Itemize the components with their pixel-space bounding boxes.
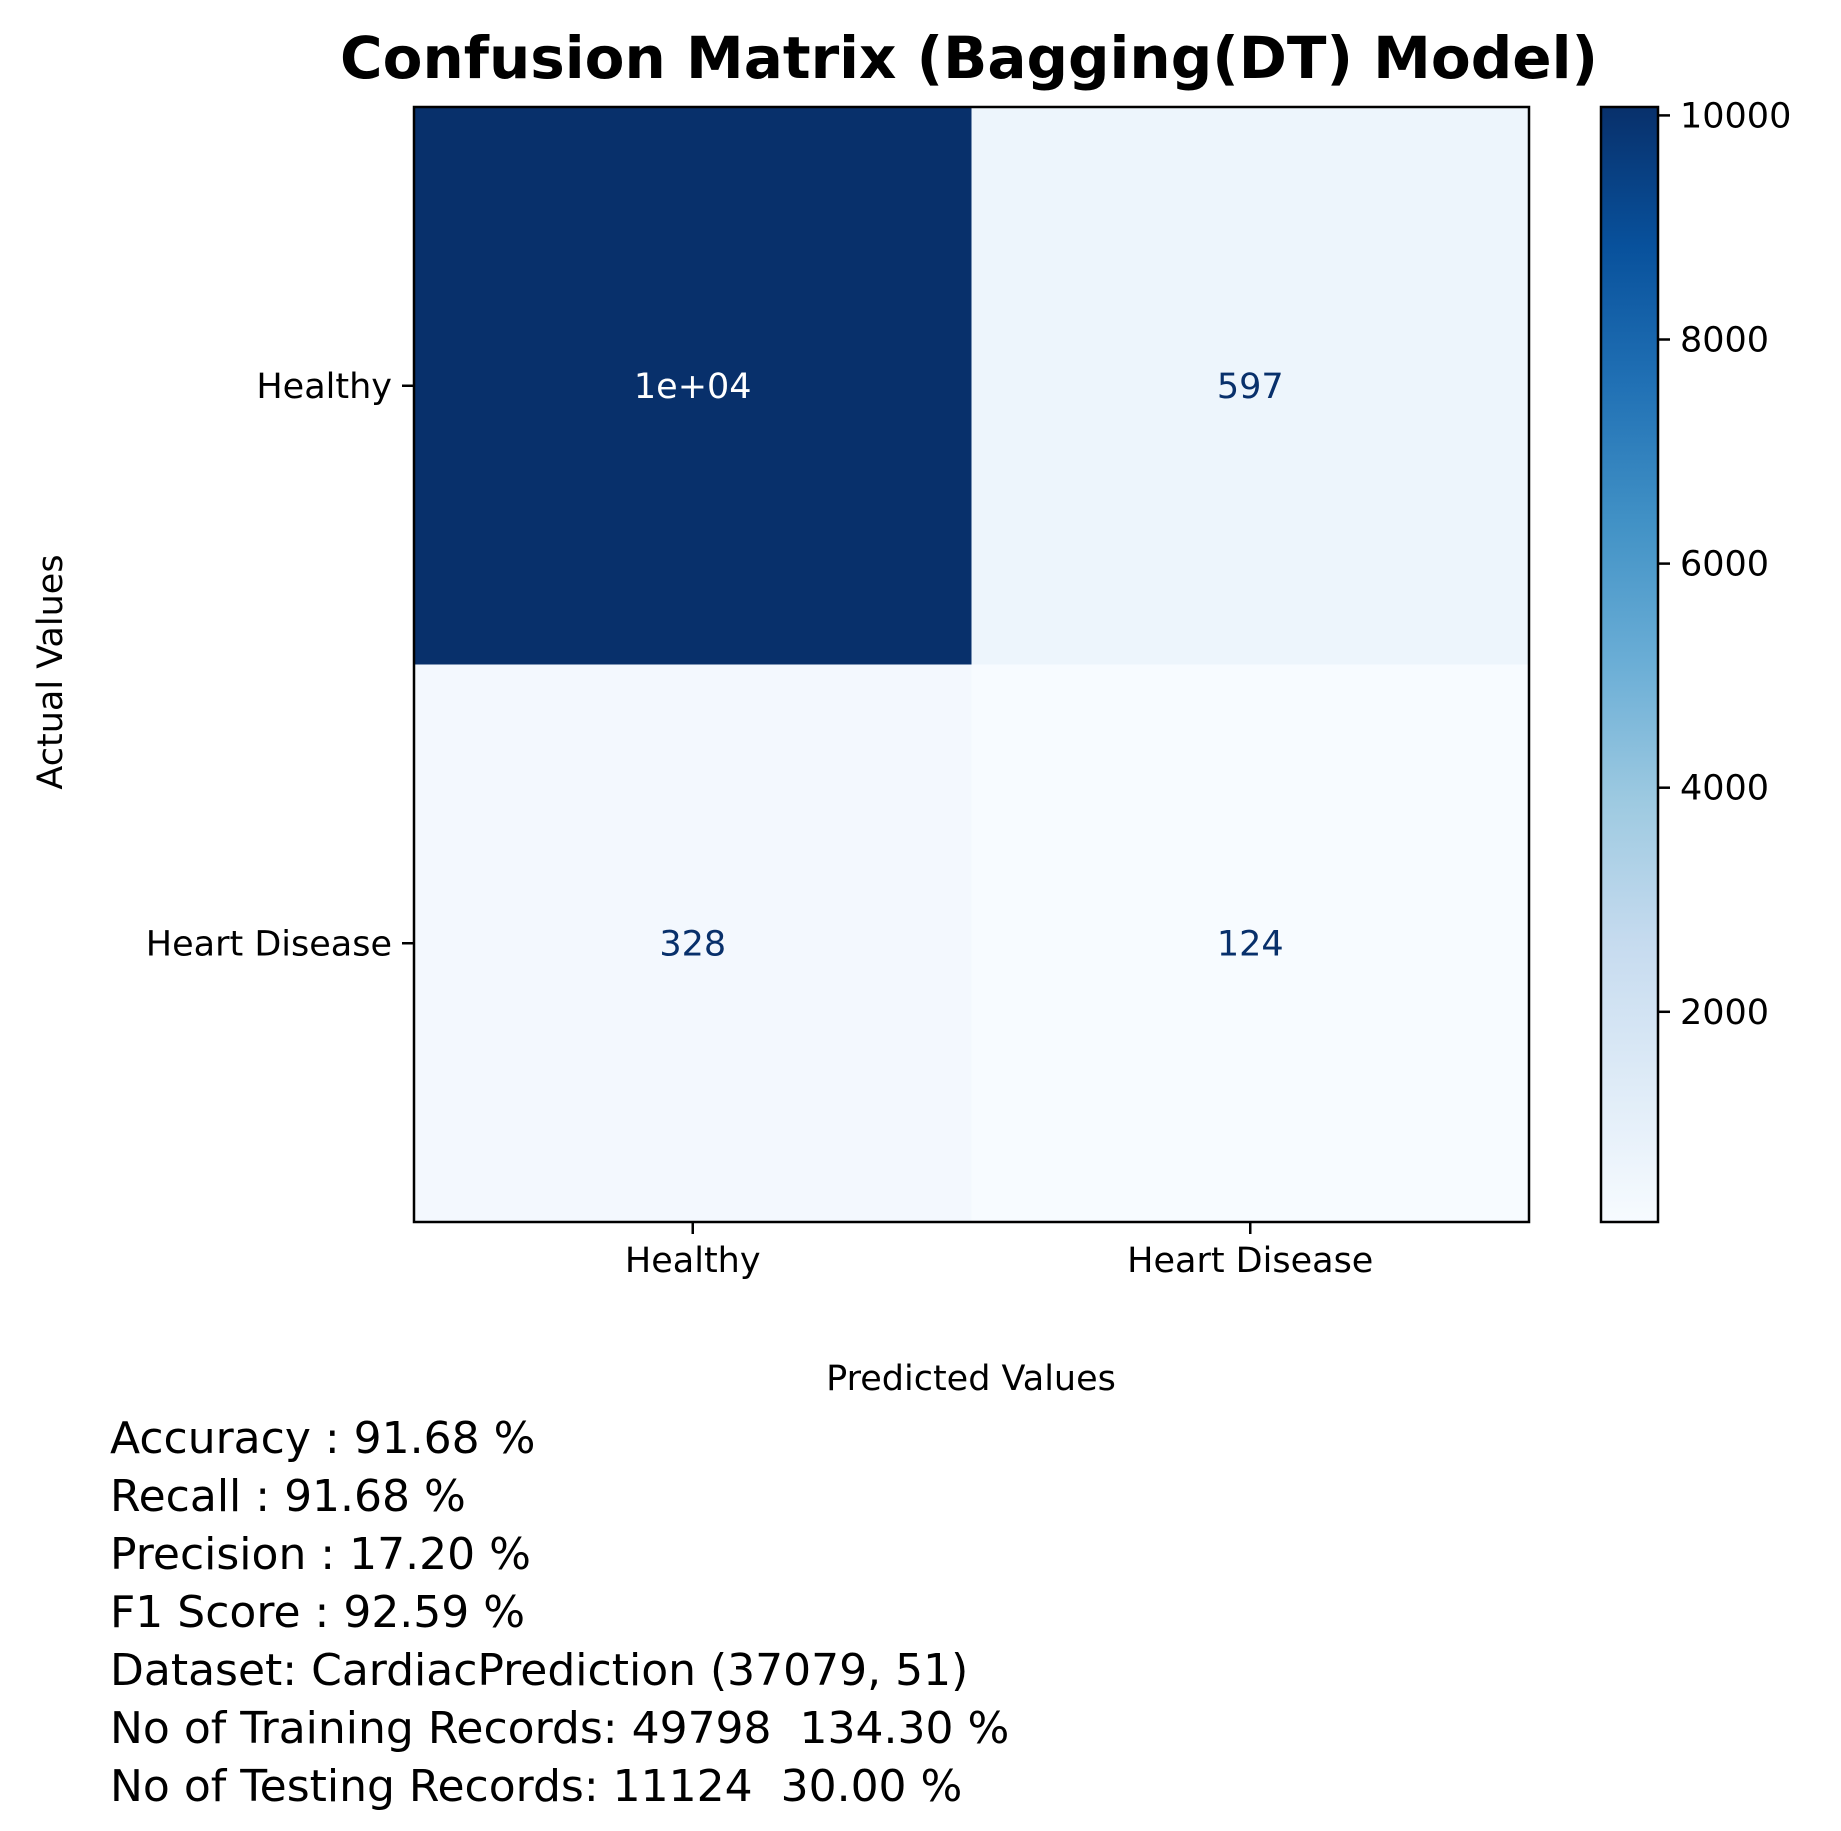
y-axis-ticks: Healthy Heart Disease: [146, 367, 414, 964]
y-axis-label: Actual Values: [31, 554, 71, 789]
accuracy-text: Accuracy : 91.68 %: [110, 1413, 536, 1464]
colorbar-tick-label: 8000: [1680, 321, 1769, 361]
precision-text: Precision : 17.20 %: [110, 1529, 531, 1580]
testing-records-text: No of Testing Records: 11124 30.00 %: [110, 1761, 963, 1812]
f1-score-text: F1 Score : 92.59 %: [110, 1587, 526, 1638]
training-records-text: No of Training Records: 49798 134.30 %: [110, 1703, 1010, 1754]
recall-text: Recall : 91.68 %: [110, 1471, 466, 1522]
plot-frame: [412, 105, 1531, 1224]
cell-value-label: 1e+04: [634, 367, 752, 407]
x-axis-ticks: Healthy Heart Disease: [625, 1222, 1373, 1281]
x-tick-label: Heart Disease: [1127, 1241, 1373, 1281]
colorbar-tick-label: 2000: [1680, 993, 1769, 1033]
colorbar-tick-label: 6000: [1680, 545, 1769, 585]
matrix-cell-labels: 1e+04 597 328 124: [634, 367, 1284, 965]
matrix-cell: [414, 664, 972, 1223]
x-tick-label: Healthy: [625, 1241, 761, 1281]
cell-value-label: 124: [1217, 924, 1284, 964]
x-axis-label: Predicted Values: [826, 1359, 1116, 1399]
matrix-cell: [414, 107, 972, 665]
colorbar-tick-label: 10000: [1680, 96, 1791, 136]
colorbar-ticks: 2000 4000 6000 8000 10000: [1658, 96, 1791, 1033]
dataset-text: Dataset: CardiacPrediction (37079, 51): [110, 1645, 969, 1696]
y-tick-label: Healthy: [256, 367, 392, 407]
matrix-cells: [414, 107, 1530, 1223]
cell-value-label: 328: [659, 924, 726, 964]
y-tick-label: Heart Disease: [146, 924, 392, 964]
colorbar: [1599, 105, 1660, 1224]
colorbar-tick-label: 4000: [1680, 769, 1769, 809]
chart-title: Confusion Matrix (Bagging(DT) Model): [340, 24, 1598, 92]
metrics-summary: Accuracy : 91.68 % Recall : 91.68 % Prec…: [110, 1410, 1009, 1816]
cell-value-label: 597: [1217, 367, 1284, 407]
matrix-cell: [971, 107, 1530, 665]
matrix-cell: [971, 664, 1530, 1223]
